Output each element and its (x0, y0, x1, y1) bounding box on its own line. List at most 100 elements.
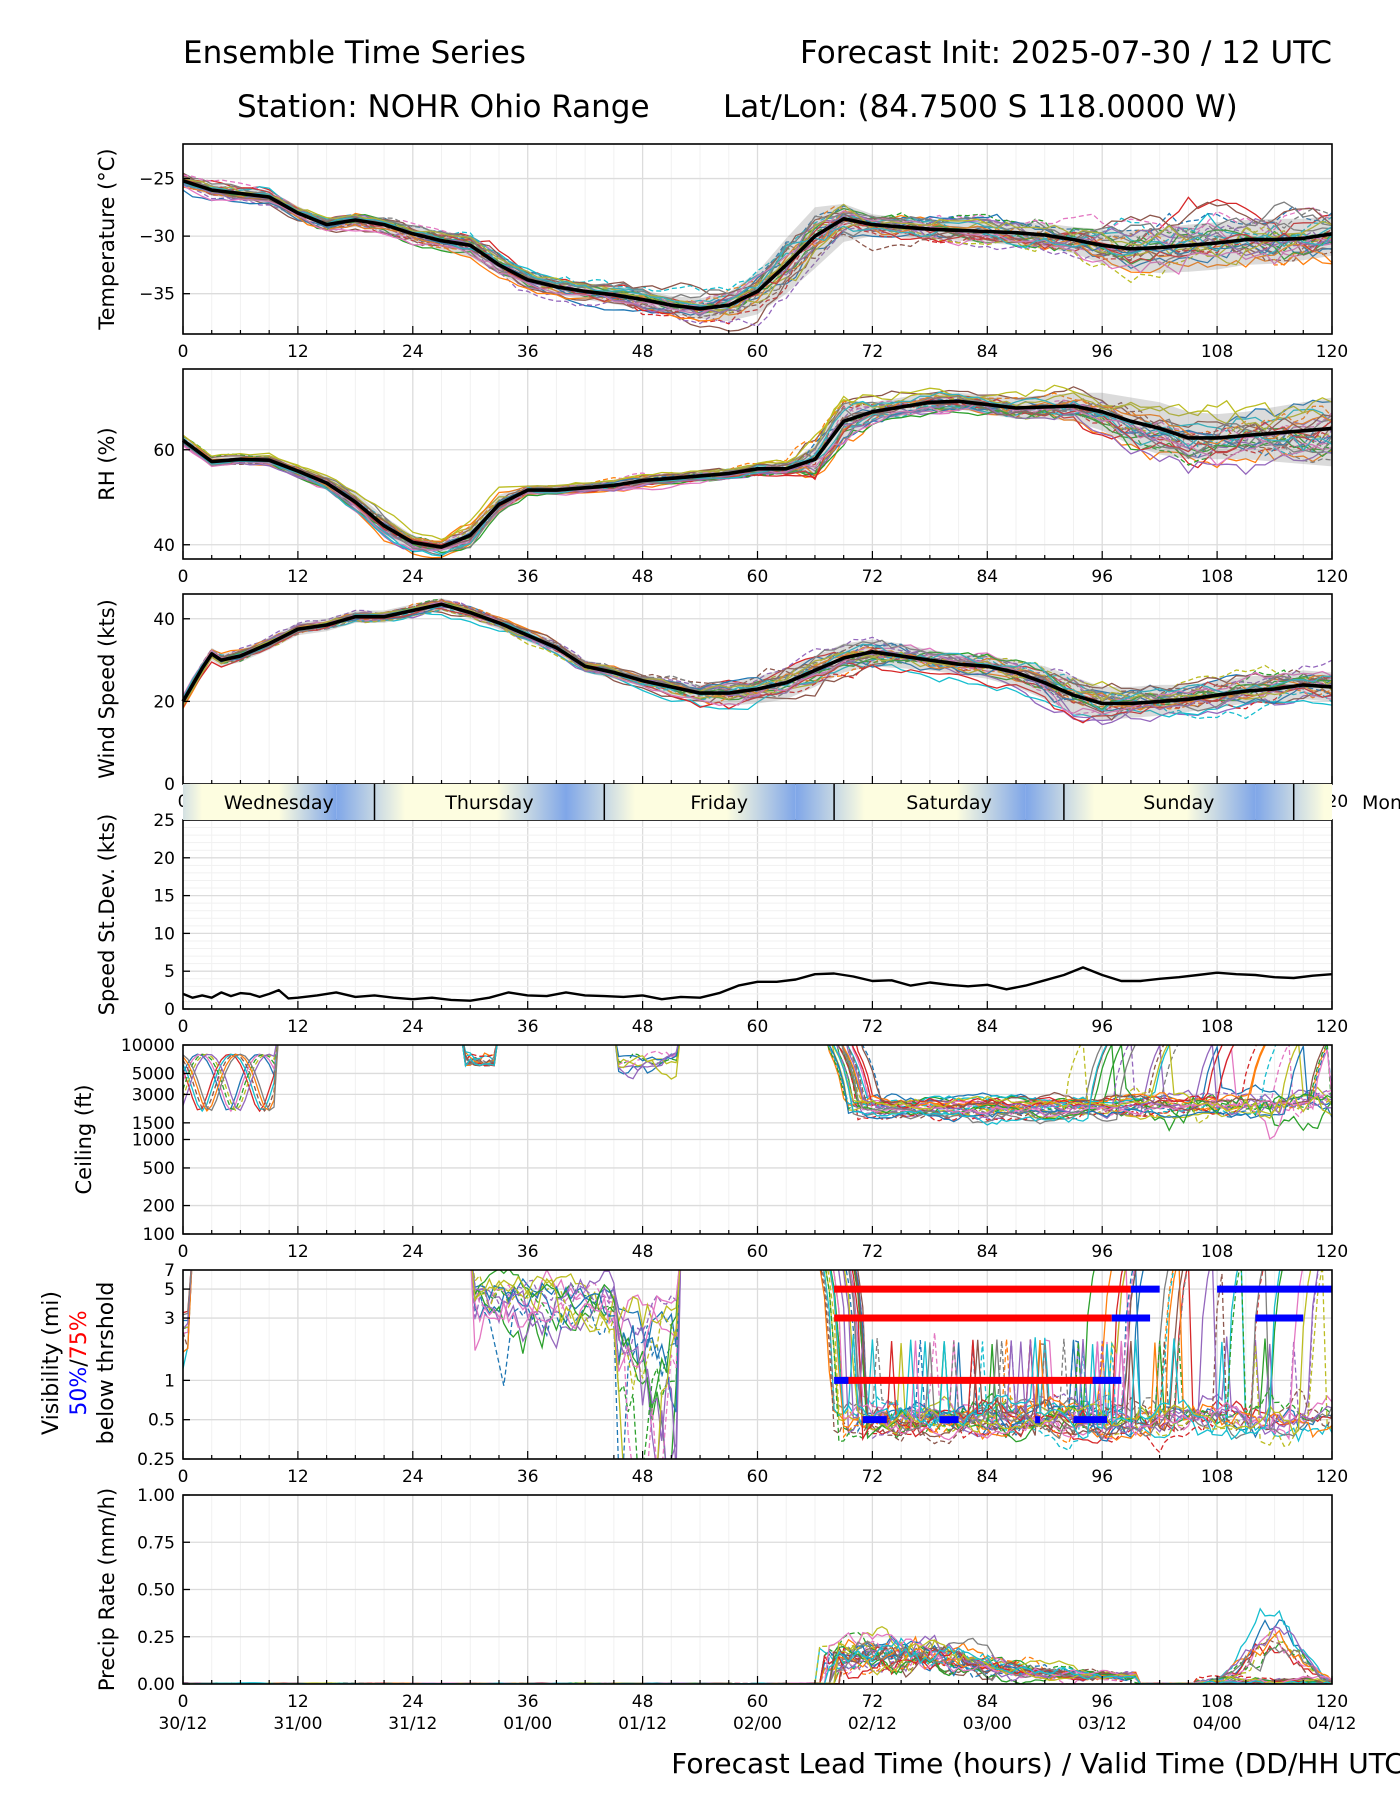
day-label-thursday: Thursday (444, 792, 533, 814)
speed_stdev-minor-grid (211, 820, 1304, 1009)
x-tick-label: 96 (1091, 567, 1113, 587)
y-tick-label: 3000 (132, 1085, 175, 1105)
ensemble-member-line (183, 401, 1332, 552)
x-tick-label: 0 (178, 1242, 189, 1262)
ensemble-member-line (183, 1270, 1332, 1441)
x-tick-label: 36 (517, 1017, 539, 1037)
y-tick-label: 40 (153, 610, 175, 630)
x-tick-label: 48 (632, 567, 654, 587)
ensemble-member-line (183, 392, 1332, 541)
y-tick-label: 40 (153, 536, 175, 556)
ensemble-member-line (470, 1270, 1303, 1441)
valid-time-label: 02/12 (848, 1714, 897, 1734)
y-tick-label: 0 (164, 775, 175, 795)
speed_stdev-ylabel: Speed St.Dev. (kts) (95, 814, 119, 1016)
threshold-bars (834, 1285, 1332, 1424)
x-tick-label: 120 (1316, 567, 1348, 587)
ensemble-member-line (183, 177, 1332, 309)
x-tick-label: 48 (632, 1242, 654, 1262)
x-tick-label: 108 (1201, 1692, 1233, 1712)
x-tick-label: 24 (402, 1467, 424, 1487)
ensemble-member-line (183, 1045, 1332, 1116)
x-tick-label: 36 (517, 1242, 539, 1262)
ensemble-member-line (183, 1270, 1332, 1441)
y-tick-label: 20 (153, 692, 175, 712)
valid-time-label: 31/00 (273, 1714, 322, 1734)
temperature-mean-line (182, 179, 1333, 311)
x-tick-label: 60 (747, 567, 769, 587)
y-tick-label: 60 (153, 441, 175, 461)
valid-time-label: 01/00 (503, 1714, 552, 1734)
ensemble-member-line (183, 599, 1332, 714)
y-tick-label: 3 (164, 1309, 175, 1329)
x-tick-label: 0 (178, 1017, 189, 1037)
precip-panel: 0.00 0.25 0.50 0.75 1.00 0 12 24 36 48 60 72 84 96 108… (95, 1486, 1357, 1734)
y-tick-label: 0.00 (137, 1675, 175, 1695)
x-tick-label: 84 (976, 1017, 998, 1037)
y-tick-label: 0.75 (137, 1533, 175, 1553)
ensemble-member-line (183, 177, 1332, 315)
x-tick-label: 108 (1201, 1017, 1233, 1037)
y-tick-label: 1500 (132, 1114, 175, 1134)
day-label-wednesday: Wednesday (224, 792, 334, 814)
latlon-label: Lat/Lon: (84.7500 S 118.0000 W) (723, 89, 1238, 125)
y-tick-label: 0.25 (137, 1628, 175, 1648)
ensemble-member-line (829, 1270, 1281, 1441)
x-tick-label: 12 (287, 342, 309, 362)
x-tick-label: 72 (862, 1242, 884, 1262)
x-tick-label: 48 (632, 1692, 654, 1712)
x-tick-label: 60 (747, 1467, 769, 1487)
day-fill-2 (566, 784, 796, 820)
x-tick-label: 36 (517, 1692, 539, 1712)
ceiling-members (183, 1045, 1332, 1141)
wind_speed-spread-band (183, 598, 1332, 720)
y-tick-label: 5000 (132, 1064, 175, 1084)
y-tick-label: 15 (153, 887, 175, 907)
pct-75-label: 75% (67, 1310, 92, 1359)
x-tick-label: 108 (1201, 342, 1233, 362)
valid-time-label: 01/12 (618, 1714, 667, 1734)
y-tick-label: 500 (143, 1159, 175, 1179)
x-tick-label: 72 (862, 1467, 884, 1487)
x-tick-label: 0 (178, 342, 189, 362)
x-tick-label: 12 (287, 567, 309, 587)
valid-time-label: 31/12 (388, 1714, 437, 1734)
ensemble-member-line (183, 405, 1332, 548)
visibility-ylabel-line2: 50%/75% (67, 1310, 92, 1415)
ensemble-member-line (183, 1270, 1332, 1439)
visibility-members (183, 1270, 1332, 1459)
visibility-ylabel-line1: Visibility (mi) (39, 1291, 64, 1435)
ensemble-member-line (183, 184, 1332, 315)
x-tick-label: 12 (287, 1017, 309, 1037)
precip_rate-ylabel: Precip Rate (mm/h) (95, 1488, 119, 1691)
ensemble-member-line (183, 182, 1332, 308)
ensemble-member-line (183, 405, 1332, 555)
x-tick-label: 60 (747, 1242, 769, 1262)
ensemble-member-line (472, 1270, 1144, 1442)
y-tick-label: 0.50 (137, 1581, 175, 1601)
chart-header: Ensemble Time Series Forecast Init: 2025… (183, 35, 1332, 125)
x-tick-label: 12 (287, 1692, 309, 1712)
x-tick-label: 36 (517, 567, 539, 587)
x-tick-label: 12 (287, 1467, 309, 1487)
x-tick-label: 120 (1316, 1017, 1348, 1037)
rh-spread-band (183, 392, 1332, 552)
x-tick-label: 60 (747, 1017, 769, 1037)
y-tick-label: 0.5 (148, 1411, 175, 1431)
stdev-line (182, 966, 1333, 1002)
wind_speed-panel: 0204001224364860728496108120Wind Speed (… (95, 593, 1348, 812)
y-tick-label: 0.25 (137, 1450, 175, 1470)
station-label: Station: NOHR Ohio Range (237, 89, 650, 125)
x-tick-label: 108 (1201, 1467, 1233, 1487)
y-tick-label: 1.00 (137, 1486, 175, 1506)
wind_speed-ylabel: Wind Speed (kts) (95, 599, 119, 779)
ceiling-ylabel: Ceiling (ft) (72, 1084, 96, 1194)
chart-title-left: Ensemble Time Series (183, 35, 526, 71)
ensemble-member-line (183, 1045, 1332, 1141)
x-tick-label: 96 (1091, 1017, 1113, 1037)
day-strip: Wednesday Thursday Friday Saturday Sunday Mon (183, 784, 1400, 820)
x-tick-label: 84 (976, 1467, 998, 1487)
y-tick-label: 25 (153, 811, 175, 831)
y-tick-label: −25 (139, 170, 175, 190)
ensemble-member-line (183, 175, 1332, 296)
